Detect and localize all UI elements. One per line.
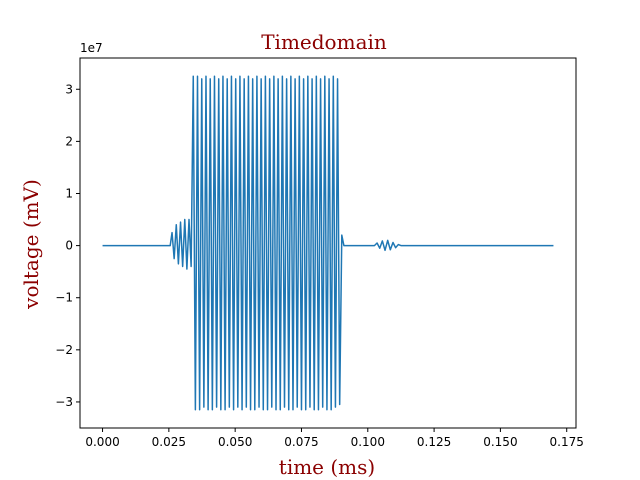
y-axis-label: voltage (mV) <box>19 179 43 310</box>
y-tick-label: 2 <box>65 134 73 148</box>
x-tick-label: 0.175 <box>550 435 584 449</box>
y-tick-label: 3 <box>65 82 73 96</box>
chart-title: Timedomain <box>261 30 387 54</box>
x-tick-label: 0.000 <box>85 435 119 449</box>
x-axis-label: time (ms) <box>279 455 375 479</box>
x-tick-label: 0.025 <box>152 435 186 449</box>
y-tick-label: −3 <box>55 395 73 409</box>
y-tick-label: −1 <box>55 291 73 305</box>
x-tick-label: 0.100 <box>351 435 385 449</box>
x-tick-label: 0.125 <box>417 435 451 449</box>
y-multiplier-label: 1e7 <box>80 41 103 55</box>
x-tick-label: 0.075 <box>284 435 318 449</box>
x-tick-label: 0.050 <box>218 435 252 449</box>
series-line-0 <box>102 75 554 411</box>
x-tick-label: 0.150 <box>483 435 517 449</box>
y-tick-label: −2 <box>55 343 73 357</box>
y-tick-label: 1 <box>65 186 73 200</box>
data-layer <box>102 75 554 411</box>
tick-layer: 0.000 0.025 0.050 0.075 0.100 0.125 0.150 0.175… <box>55 82 584 449</box>
plot-frame <box>79 57 577 429</box>
y-tick-label: 0 <box>65 239 73 253</box>
